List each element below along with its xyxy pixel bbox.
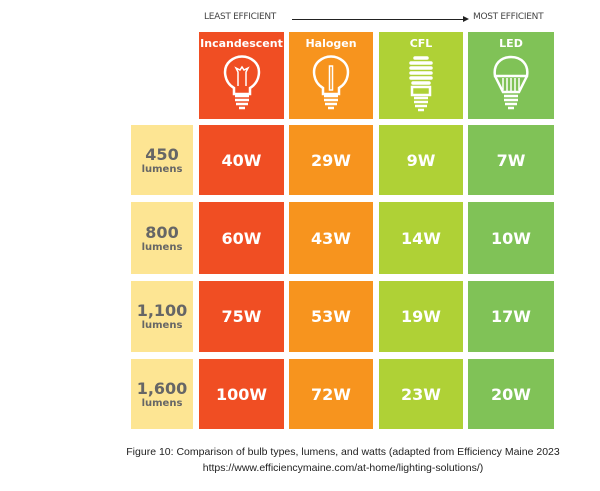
column-header-incandescent: Incandescent (199, 32, 284, 119)
lumens-unit: lumens (141, 397, 183, 409)
wattage-cell: 19W (379, 281, 463, 352)
wattage-cell: 75W (199, 281, 284, 352)
lumens-value: 1,100 (136, 301, 188, 320)
efficiency-arrow (292, 16, 469, 22)
column-header-cfl: CFL (379, 32, 463, 119)
column-header-led: LED (468, 32, 554, 119)
incandescent-bulb-icon (223, 55, 260, 110)
lumens-unit: lumens (141, 241, 183, 253)
caption-line-2: https://www.efficiencymaine.com/at-home/… (202, 462, 484, 474)
wattage-cell: 7W (468, 125, 554, 195)
caption-line-1: Figure 10: Comparison of bulb types, lum… (126, 446, 560, 458)
wattage-cell: 29W (289, 125, 373, 195)
row-label: 1,100 lumens (131, 281, 193, 352)
wattage-cell: 23W (379, 359, 463, 429)
most-efficient-label: MOST EFFICIENT (473, 12, 544, 22)
cfl-bulb-icon (409, 56, 433, 112)
lumens-value: 450 (145, 144, 179, 164)
column-label: Incandescent (200, 37, 283, 50)
row-label: 1,600 lumens (131, 359, 193, 429)
figure-caption: Figure 10: Comparison of bulb types, lum… (88, 444, 598, 476)
row-label: 800 lumens (131, 202, 193, 274)
wattage-cell: 20W (468, 359, 554, 429)
column-label: LED (499, 37, 523, 50)
wattage-cell: 60W (199, 202, 284, 274)
wattage-cell: 72W (289, 359, 373, 429)
wattage-cell: 17W (468, 281, 554, 352)
lumens-unit: lumens (141, 163, 183, 175)
column-label: CFL (409, 37, 433, 50)
lumens-value: 1,600 (136, 378, 188, 398)
lumens-value: 800 (145, 222, 179, 242)
row-label: 450 lumens (131, 125, 193, 195)
wattage-cell: 10W (468, 202, 554, 274)
lumens-unit: lumens (141, 320, 183, 331)
column-label: Halogen (305, 37, 357, 50)
least-efficient-label: LEAST EFFICIENT (204, 12, 276, 22)
wattage-cell: 53W (289, 281, 373, 352)
wattage-cell: 9W (379, 125, 463, 195)
halogen-bulb-icon (312, 55, 350, 110)
wattage-cell: 43W (289, 202, 373, 274)
column-header-halogen: Halogen (289, 32, 373, 119)
wattage-cell: 100W (199, 359, 284, 429)
wattage-cell: 14W (379, 202, 463, 274)
wattage-cell: 40W (199, 125, 284, 195)
led-bulb-icon (493, 55, 529, 110)
